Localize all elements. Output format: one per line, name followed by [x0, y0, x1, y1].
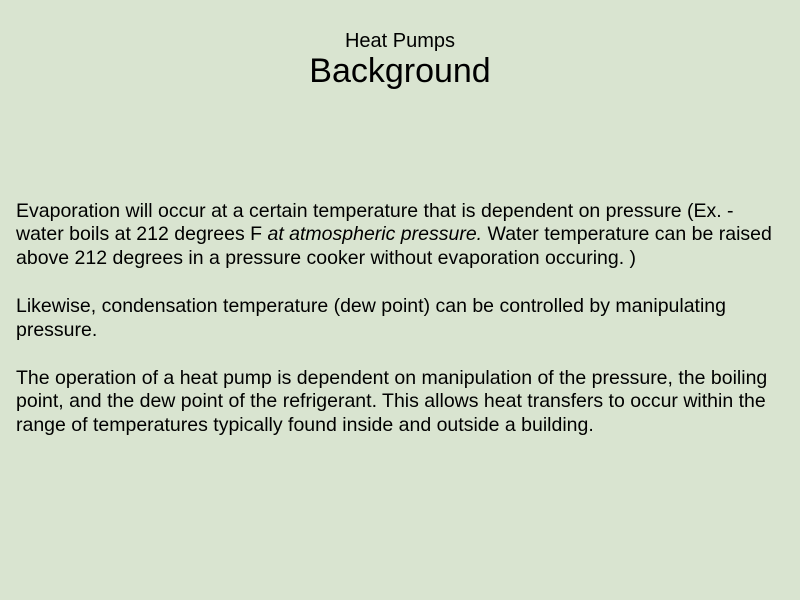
body-text: Evaporation will occur at a certain temp…: [16, 200, 784, 438]
paragraph-3: The operation of a heat pump is dependen…: [16, 367, 784, 438]
paragraph-1: Evaporation will occur at a certain temp…: [16, 200, 784, 271]
slide: Heat Pumps Background Evaporation will o…: [0, 0, 800, 600]
header: Heat Pumps Background: [16, 30, 784, 90]
p1-italic: at atmospheric pressure.: [267, 223, 482, 245]
supertitle: Heat Pumps: [16, 30, 784, 52]
paragraph-2: Likewise, condensation temperature (dew …: [16, 295, 784, 343]
page-title: Background: [16, 54, 784, 90]
